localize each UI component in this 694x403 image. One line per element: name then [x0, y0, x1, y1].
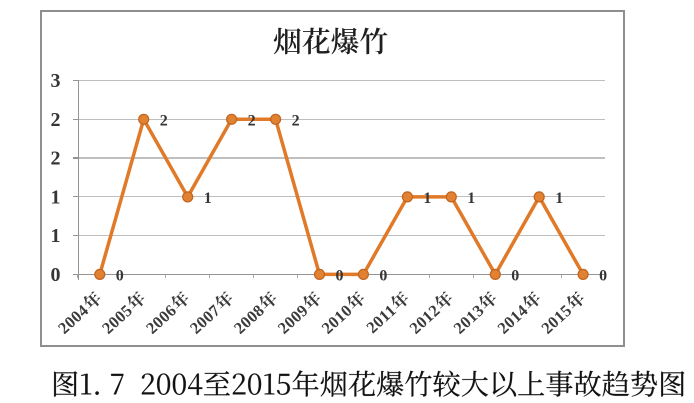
svg-text:0: 0 — [379, 268, 387, 285]
svg-text:1: 1 — [467, 190, 475, 207]
svg-text:2004: 2004 — [54, 301, 92, 338]
svg-text:1: 1 — [51, 187, 61, 209]
svg-text:2007: 2007 — [186, 301, 224, 338]
svg-text:1: 1 — [555, 190, 563, 207]
svg-text:2008: 2008 — [230, 301, 268, 338]
svg-text:0: 0 — [336, 268, 344, 285]
svg-text:0: 0 — [51, 264, 61, 286]
svg-text:3: 3 — [51, 70, 61, 92]
svg-text:2005: 2005 — [98, 301, 136, 338]
svg-text:2013: 2013 — [450, 301, 488, 338]
svg-text:1: 1 — [204, 190, 212, 207]
svg-text:2015: 2015 — [537, 301, 575, 338]
svg-text:1: 1 — [423, 190, 431, 207]
svg-text:2014: 2014 — [494, 301, 532, 338]
svg-text:1: 1 — [51, 225, 61, 247]
svg-text:2010: 2010 — [318, 301, 356, 338]
svg-text:0: 0 — [116, 268, 124, 285]
svg-text:2009: 2009 — [274, 301, 312, 338]
svg-text:2: 2 — [160, 112, 168, 129]
svg-text:2012: 2012 — [406, 301, 444, 338]
svg-text:2: 2 — [248, 112, 256, 129]
svg-text:2011: 2011 — [362, 301, 399, 338]
svg-text:2006: 2006 — [142, 301, 180, 338]
svg-text:2: 2 — [292, 112, 300, 129]
svg-text:0: 0 — [599, 268, 607, 285]
svg-text:2: 2 — [51, 109, 61, 131]
svg-text:2: 2 — [51, 148, 61, 170]
svg-text:0: 0 — [511, 268, 519, 285]
